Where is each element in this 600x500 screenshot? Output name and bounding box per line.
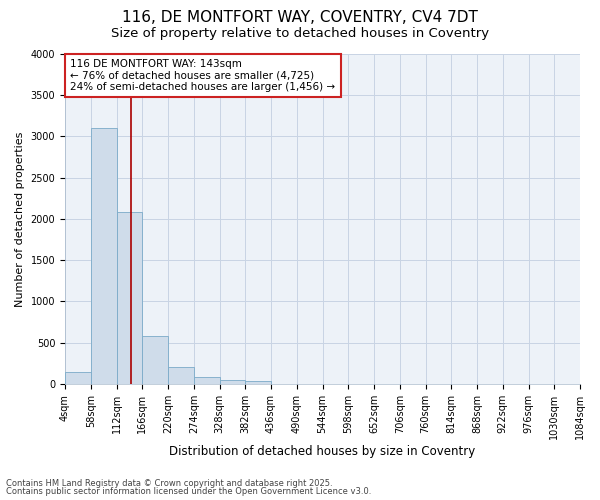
Bar — [116, 212, 142, 384]
Y-axis label: Number of detached properties: Number of detached properties — [15, 132, 25, 306]
X-axis label: Distribution of detached houses by size in Coventry: Distribution of detached houses by size … — [169, 444, 476, 458]
Bar — [168, 366, 194, 384]
Bar — [91, 128, 116, 384]
Bar — [245, 382, 271, 384]
Bar — [65, 372, 91, 384]
Text: Size of property relative to detached houses in Coventry: Size of property relative to detached ho… — [111, 28, 489, 40]
Bar — [142, 336, 168, 384]
Text: Contains HM Land Registry data © Crown copyright and database right 2025.: Contains HM Land Registry data © Crown c… — [6, 478, 332, 488]
Text: Contains public sector information licensed under the Open Government Licence v3: Contains public sector information licen… — [6, 487, 371, 496]
Bar — [220, 380, 245, 384]
Text: 116 DE MONTFORT WAY: 143sqm
← 76% of detached houses are smaller (4,725)
24% of : 116 DE MONTFORT WAY: 143sqm ← 76% of det… — [70, 59, 335, 92]
Text: 116, DE MONTFORT WAY, COVENTRY, CV4 7DT: 116, DE MONTFORT WAY, COVENTRY, CV4 7DT — [122, 10, 478, 25]
Bar — [194, 378, 220, 384]
